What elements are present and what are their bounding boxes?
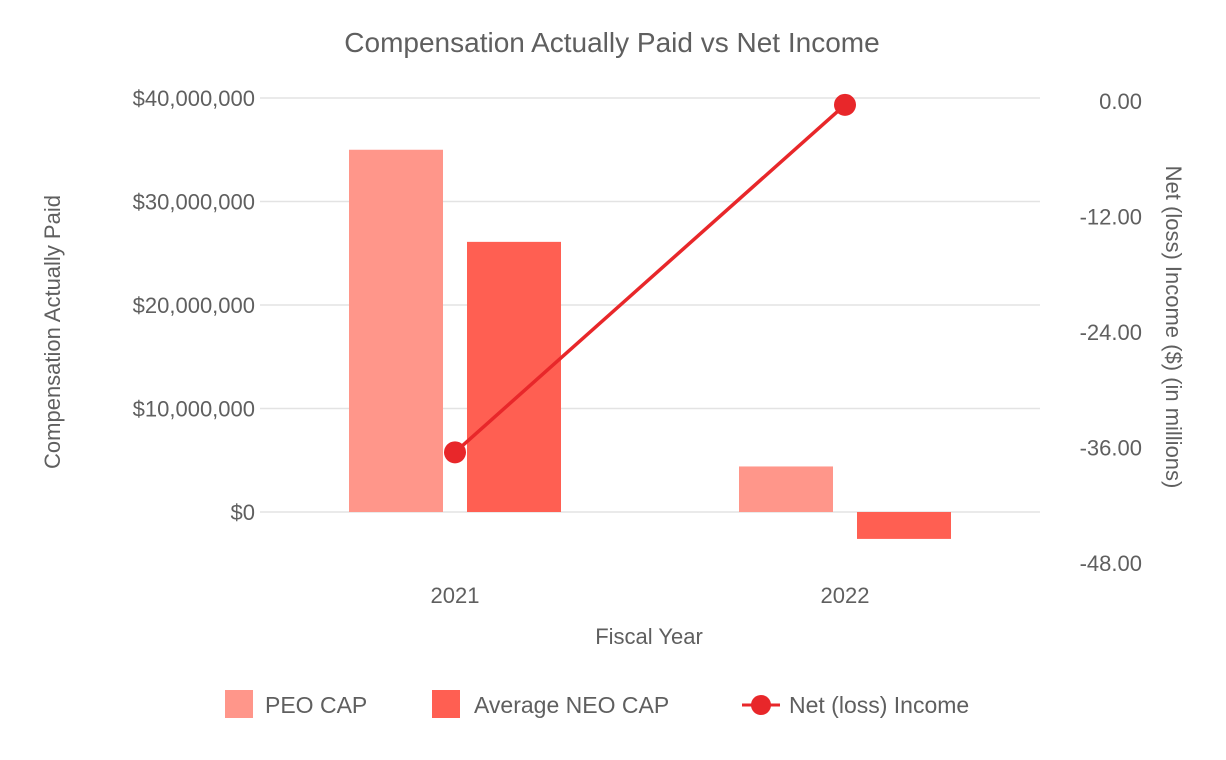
x-tick-label: 2021 [431,583,480,608]
bar-average-neo-cap-2021 [467,241,561,513]
x-axis-label: Fiscal Year [595,624,703,649]
line-net-income [453,103,847,454]
bar-peo-cap-2022 [739,466,833,512]
legend: PEO CAP Average NEO CAP Net (loss) Incom… [225,690,969,718]
right-axis-ticks: 0.00 -12.00 -24.00 -36.00 -48.00 [1080,89,1142,576]
left-tick-label: $10,000,000 [133,397,255,422]
x-axis-ticks: 2021 2022 [431,583,870,608]
bars [349,149,951,539]
chart-title: Compensation Actually Paid vs Net Income [344,27,879,58]
right-tick-label: -24.00 [1080,320,1142,345]
left-tick-label: $40,000,000 [133,86,255,111]
left-axis-ticks: $0 $10,000,000 $20,000,000 $30,000,000 $40,0… [133,86,255,525]
bar-average-neo-cap-2022 [857,512,951,539]
left-axis-label: Compensation Actually Paid [40,195,65,469]
right-tick-label: -48.00 [1080,551,1142,576]
right-tick-label: 0.00 [1099,89,1142,114]
legend-label-net-income: Net (loss) Income [789,692,969,718]
left-tick-label: $20,000,000 [133,293,255,318]
bar-peo-cap-2021 [349,149,443,512]
point-net-income-2022 [834,93,856,116]
legend-label-peo-cap: PEO CAP [265,692,367,718]
right-tick-label: -12.00 [1080,205,1142,230]
x-tick-label: 2022 [821,583,870,608]
legend-marker-net-income [751,695,771,715]
point-net-income-2021 [444,441,466,464]
legend-swatch-average-neo-cap [432,690,460,718]
right-tick-label: -36.00 [1080,436,1142,461]
left-tick-label: $30,000,000 [133,190,255,215]
legend-label-average-neo-cap: Average NEO CAP [474,692,669,718]
right-axis-label: Net (loss) Income ($) (in millions) [1161,166,1186,489]
legend-swatch-peo-cap [225,690,253,718]
left-tick-label: $0 [231,500,255,525]
line-series [444,93,856,464]
